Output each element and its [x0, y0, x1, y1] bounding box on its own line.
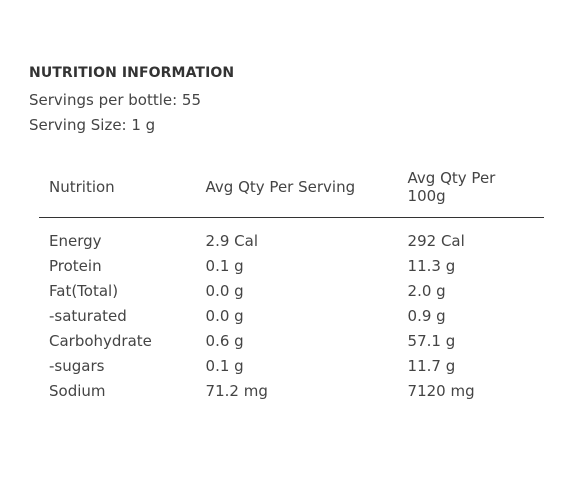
- header-row: Nutrition Avg Qty Per Serving Avg Qty Per …: [39, 163, 544, 218]
- table-cell: 0.1 g: [205, 356, 244, 375]
- table-cell: -saturated: [49, 306, 127, 325]
- table-cell: 7120 mg: [407, 381, 475, 400]
- table-cell: 2.9 Cal: [205, 231, 259, 250]
- table-cell: 0.1 g: [205, 256, 244, 275]
- table-cell: 0.6 g: [205, 331, 244, 350]
- table-cell: 0.0 g: [205, 281, 244, 300]
- table-cell: 57.1 g: [407, 331, 456, 350]
- table-row: -sugars 0.1 g 11.7 g: [39, 353, 544, 378]
- table-row: Sodium 71.2 mg 7120 mg: [39, 378, 544, 403]
- table-cell: 11.3 g: [407, 256, 456, 275]
- column-header: Avg Qty Per Serving: [195, 163, 398, 218]
- table-row: Energy 2.9 Cal 292 Cal: [39, 218, 544, 254]
- table-cell: 0.0 g: [205, 306, 244, 325]
- table-row: Fat(Total) 0.0 g 2.0 g: [39, 278, 544, 303]
- nutrition-table: Nutrition Avg Qty Per Serving Avg Qty Per …: [39, 163, 544, 403]
- table-cell: Energy: [49, 231, 102, 250]
- table-cell: -sugars: [49, 356, 105, 375]
- table-row: -saturated 0.0 g 0.9 g: [39, 303, 544, 328]
- serving-size: Serving Size: 1 g: [29, 116, 156, 134]
- column-header: Nutrition: [39, 163, 196, 218]
- table-cell: 71.2 mg: [205, 381, 268, 400]
- table-cell: 292 Cal: [407, 231, 465, 250]
- table-cell: Fat(Total): [49, 281, 119, 300]
- table-cell: Protein: [49, 256, 102, 275]
- column-header: Avg Qty Per 100g: [397, 163, 544, 218]
- table-cell: 2.0 g: [407, 281, 446, 300]
- servings: Servings per bottle: 55: [29, 91, 202, 109]
- table-body: Energy 2.9 Cal 292 Cal Protein 0.1 g 11.3 g Fa…: [39, 218, 544, 404]
- table-cell: Sodium: [49, 381, 106, 400]
- table-cell: Carbohydrate: [49, 331, 152, 350]
- table-cell: 11.7 g: [407, 356, 456, 375]
- table-cell: 0.9 g: [407, 306, 446, 325]
- table-row: Carbohydrate 0.6 g 57.1 g: [39, 328, 544, 353]
- table-row: Protein 0.1 g 11.3 g: [39, 253, 544, 278]
- title: NUTRITION INFORMATION: [29, 65, 235, 81]
